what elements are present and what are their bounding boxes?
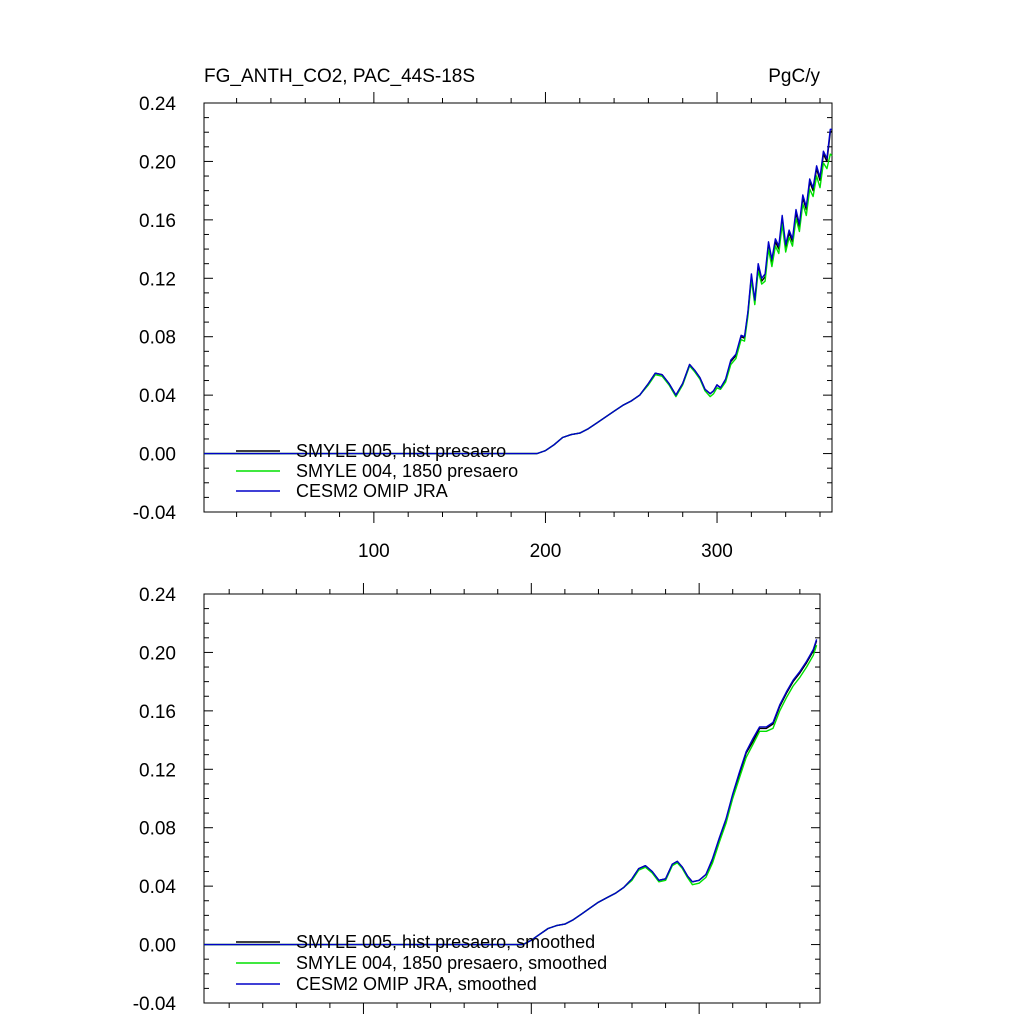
- series-line-1: [204, 153, 833, 455]
- chart-units-label: PgC/y: [768, 66, 820, 87]
- chart-panel-smoothed: -0.04 0.00 0.04 0.08 0.12 0.16 0.20 0.24 SMYLE 0…: [133, 583, 821, 1015]
- y-tick-label: 0.16: [139, 702, 176, 723]
- series-line-0: [204, 640, 818, 946]
- y-tick-label: 0.24: [139, 585, 176, 606]
- y-tick-label: 0.12: [139, 269, 176, 290]
- y-tick-label: 0.04: [139, 877, 176, 898]
- legend-label: SMYLE 005, hist presaero: [296, 441, 506, 461]
- series-line-2: [204, 128, 832, 455]
- y-tick-label: -0.04: [133, 503, 177, 524]
- legend-label: CESM2 OMIP JRA, smoothed: [296, 974, 537, 994]
- legend-label: SMYLE 005, hist presaero, smoothed: [296, 932, 595, 952]
- x-tick-label: 300: [701, 541, 733, 562]
- y-tick-label: 0.20: [139, 152, 176, 173]
- legend-label: SMYLE 004, 1850 presaero: [296, 461, 518, 481]
- x-tick-label: 100: [358, 541, 390, 562]
- y-tick-label: 0.16: [139, 211, 176, 232]
- y-tick-label: -0.04: [133, 994, 177, 1015]
- y-tick-label: 0.00: [139, 936, 176, 957]
- x-tick-label: 200: [530, 541, 562, 562]
- legend-label: SMYLE 004, 1850 presaero, smoothed: [296, 953, 607, 973]
- series-line-0: [204, 130, 833, 455]
- series-line-1: [204, 644, 818, 946]
- y-tick-label: 0.08: [139, 819, 176, 840]
- chart-title-left: FG_ANTH_CO2, PAC_44S-18S: [204, 66, 475, 87]
- y-tick-label: 0.12: [139, 760, 176, 781]
- y-tick-label: 0.08: [139, 328, 176, 349]
- y-tick-label: 0.04: [139, 386, 176, 407]
- legend-label: CESM2 OMIP JRA: [296, 481, 448, 501]
- series-line-2: [204, 639, 818, 946]
- y-tick-label: 0.24: [139, 94, 176, 115]
- chart-panel-raw: FG_ANTH_CO2, PAC_44S-18S PgC/y -0.04 0.00…: [133, 66, 833, 562]
- y-tick-label: 0.00: [139, 445, 176, 466]
- y-tick-label: 0.20: [139, 643, 176, 664]
